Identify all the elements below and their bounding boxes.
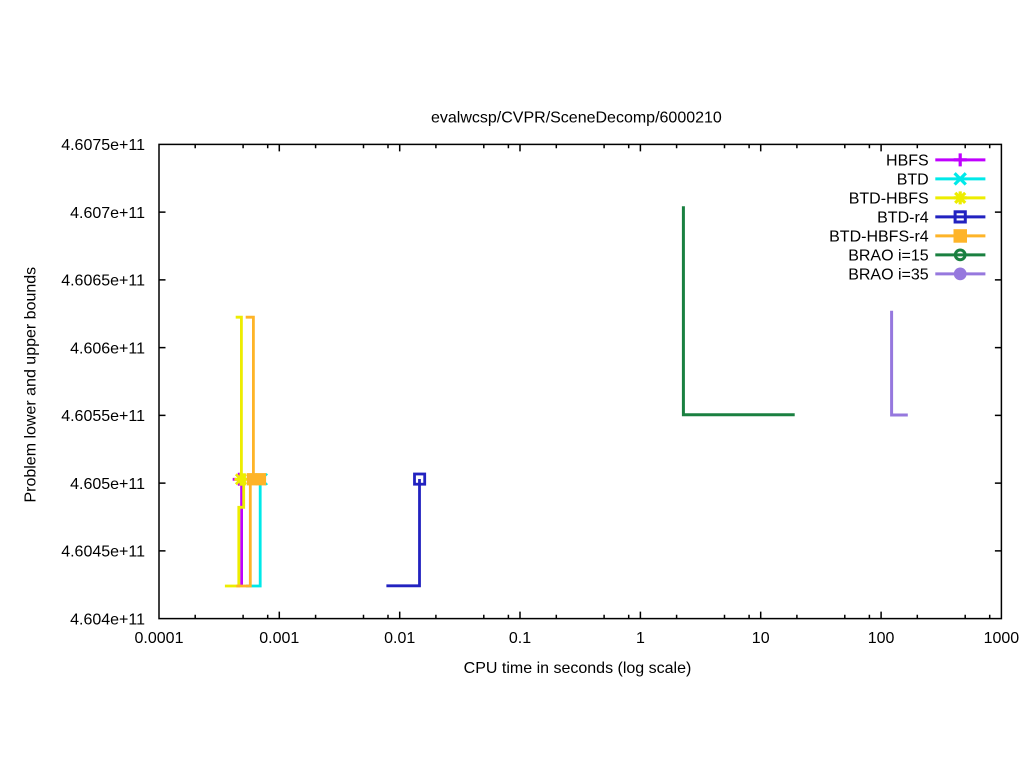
svg-text:Problem lower and upper bounds: Problem lower and upper bounds <box>23 267 40 503</box>
svg-text:4.606e+11: 4.606e+11 <box>70 340 145 357</box>
svg-text:1000: 1000 <box>984 630 1020 647</box>
svg-text:evalwcsp/CVPR/SceneDecomp/6000: evalwcsp/CVPR/SceneDecomp/6000210 <box>431 109 722 126</box>
svg-text:0.001: 0.001 <box>259 630 299 647</box>
svg-text:0.0001: 0.0001 <box>135 630 184 647</box>
svg-text:100: 100 <box>868 630 895 647</box>
svg-text:1: 1 <box>636 630 645 647</box>
svg-text:0.1: 0.1 <box>509 630 531 647</box>
svg-text:BRAO i=35: BRAO i=35 <box>848 267 929 284</box>
svg-text:4.6065e+11: 4.6065e+11 <box>61 273 145 290</box>
svg-text:4.604e+11: 4.604e+11 <box>70 611 145 628</box>
svg-text:4.6045e+11: 4.6045e+11 <box>61 544 145 561</box>
svg-text:BTD-r4: BTD-r4 <box>877 210 929 227</box>
svg-text:CPU time in seconds (log scale: CPU time in seconds (log scale) <box>464 660 692 677</box>
svg-text:BTD-HBFS-r4: BTD-HBFS-r4 <box>829 229 929 246</box>
svg-text:4.605e+11: 4.605e+11 <box>70 476 145 493</box>
svg-text:4.6055e+11: 4.6055e+11 <box>61 408 145 425</box>
svg-text:10: 10 <box>752 630 770 647</box>
svg-text:0.01: 0.01 <box>384 630 415 647</box>
svg-text:HBFS: HBFS <box>886 153 929 170</box>
svg-text:BTD: BTD <box>897 172 929 189</box>
svg-text:BRAO i=15: BRAO i=15 <box>848 248 929 265</box>
svg-text:4.6075e+11: 4.6075e+11 <box>61 137 145 154</box>
svg-text:4.607e+11: 4.607e+11 <box>70 205 145 222</box>
svg-text:BTD-HBFS: BTD-HBFS <box>849 191 929 208</box>
